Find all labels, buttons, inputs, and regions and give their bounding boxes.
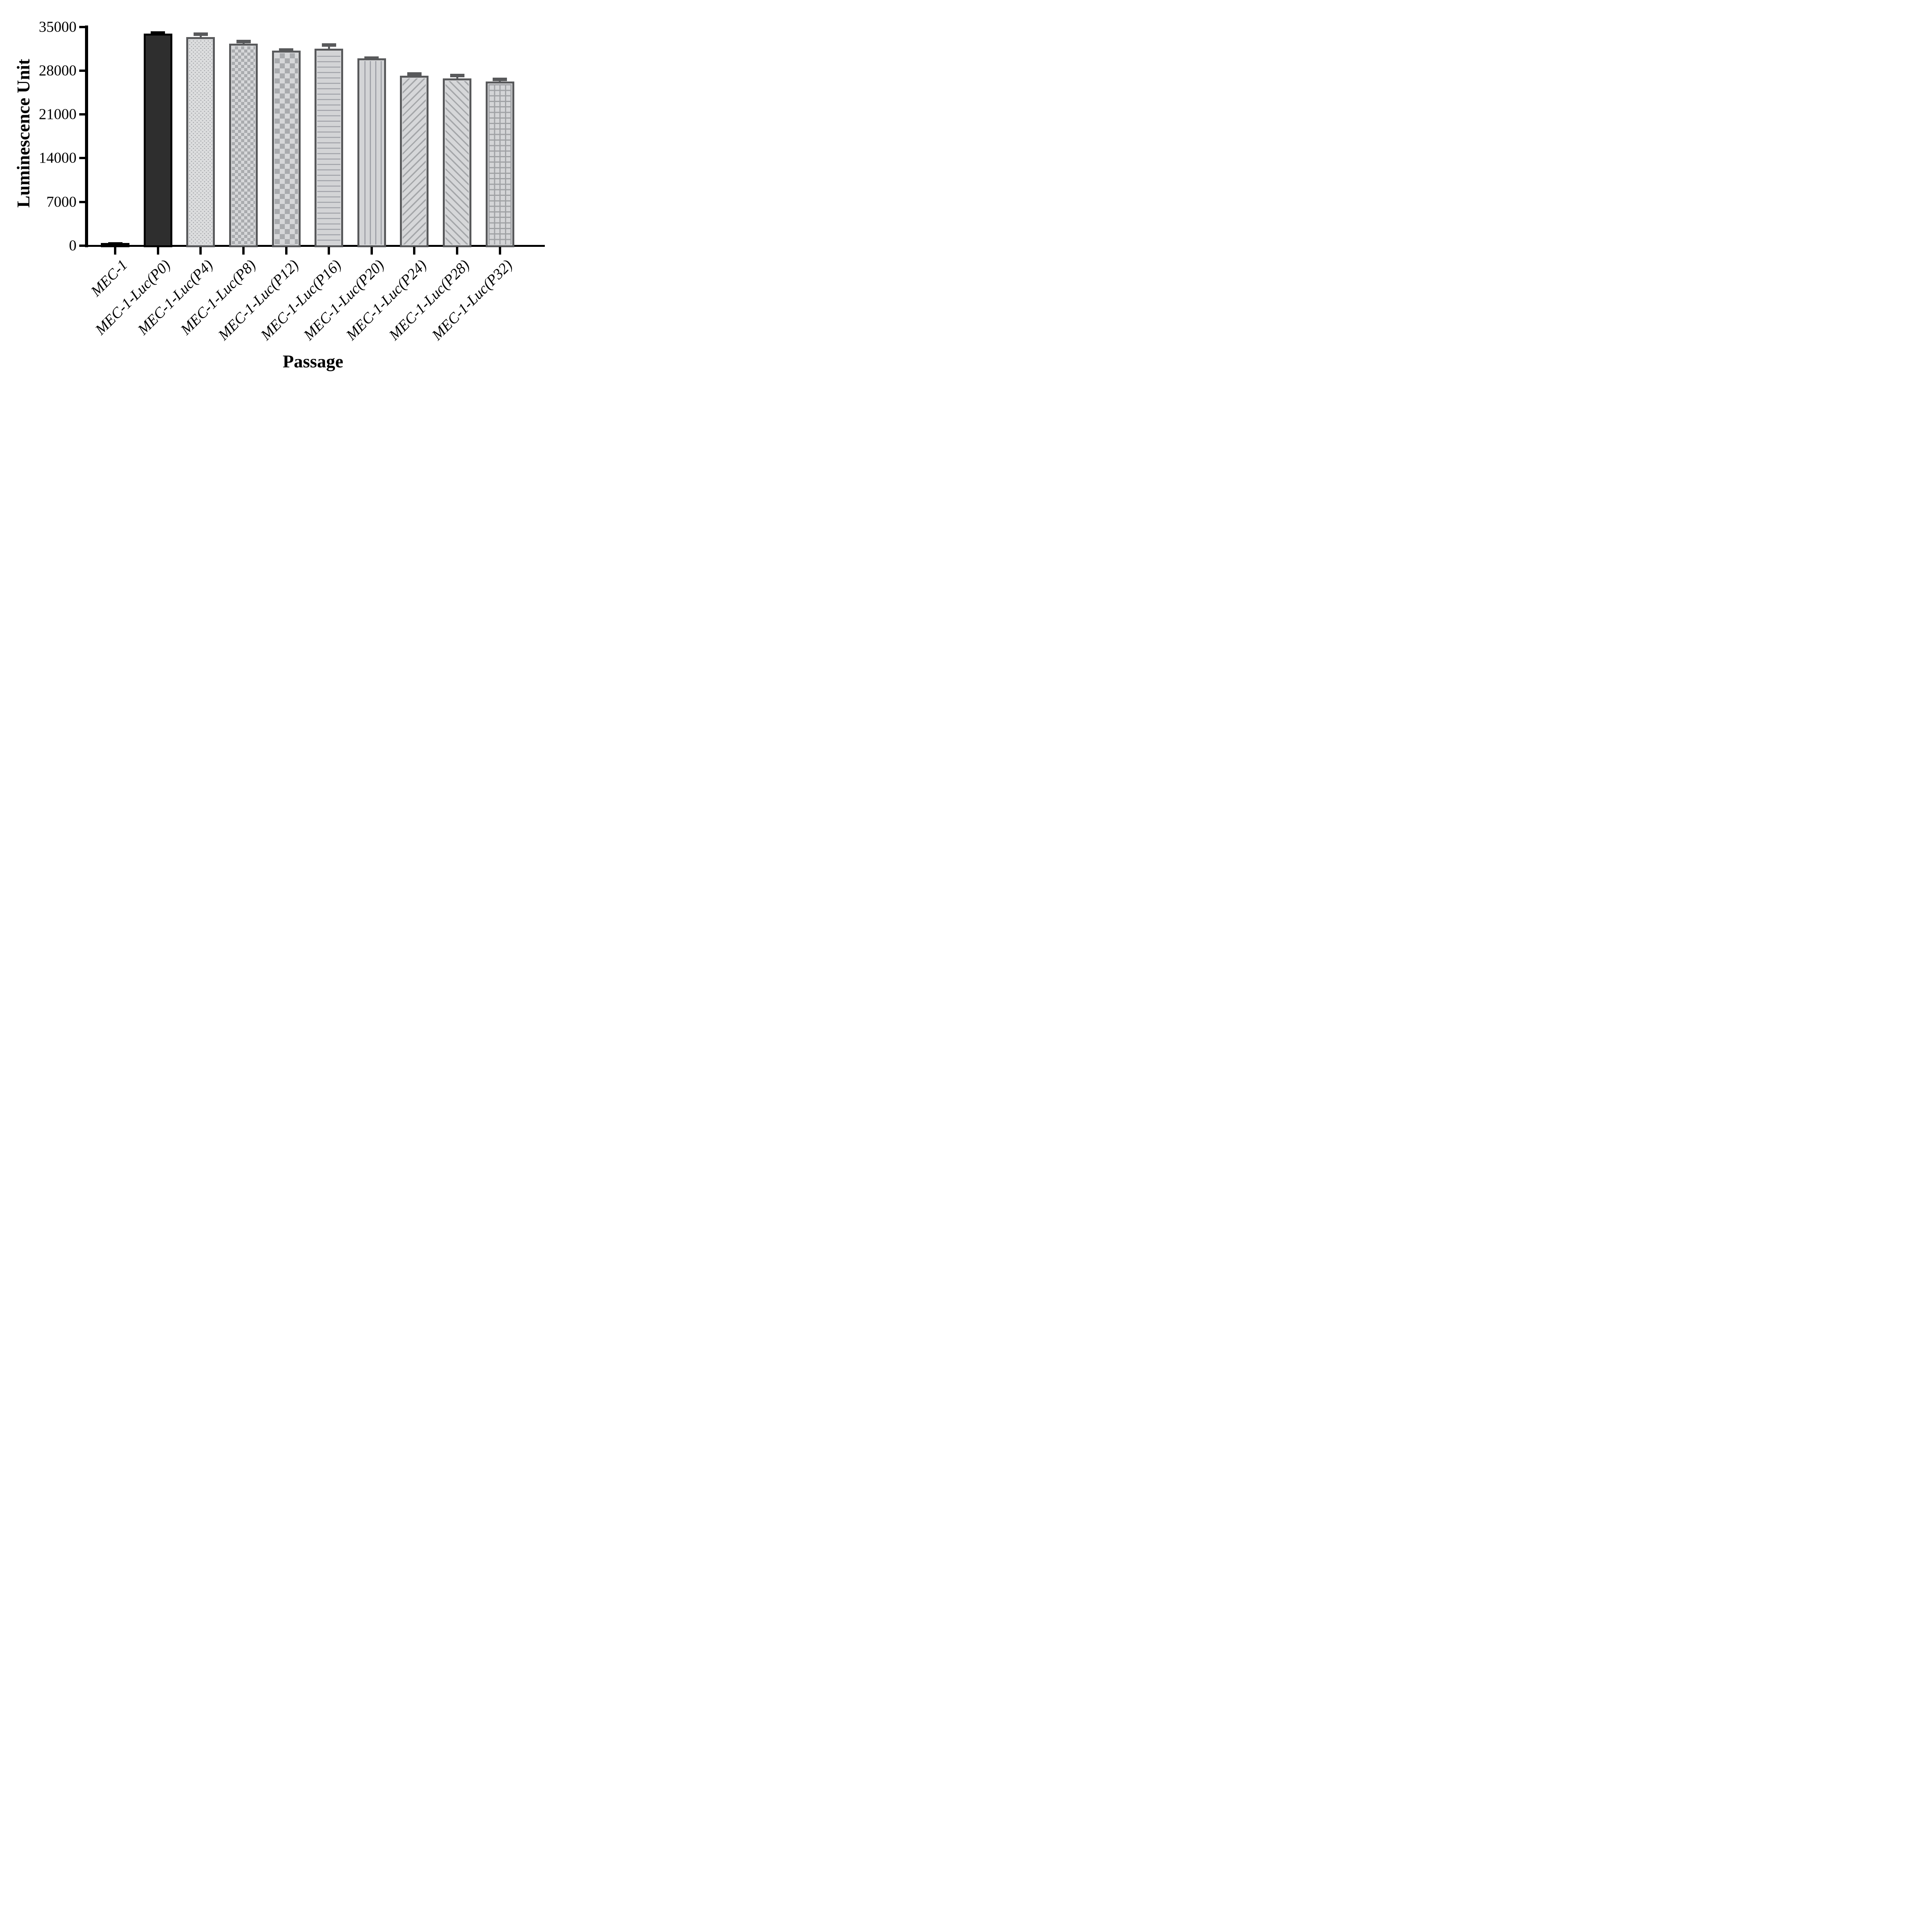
y-tick-label: 14000 xyxy=(39,149,77,166)
bar-fill-solid-black-pattern xyxy=(101,243,130,247)
x-tick xyxy=(413,247,416,255)
bar-fill-diag-down-pattern xyxy=(446,81,469,245)
bar-fill-hlines-pattern xyxy=(317,51,341,245)
error-bar-cap xyxy=(279,48,294,52)
x-tick xyxy=(370,247,373,255)
y-tick-label: 0 xyxy=(69,237,77,254)
x-category-label: MEC-1-Luc(P4) xyxy=(134,257,216,338)
error-bar-cap xyxy=(450,73,464,77)
y-tick-label: 7000 xyxy=(46,193,77,210)
y-tick xyxy=(79,25,87,28)
x-tick xyxy=(156,247,159,255)
x-category-label: MEC-1-Luc(P32) xyxy=(429,257,515,343)
bar-fill-solid-dark-pattern xyxy=(145,35,170,245)
y-tick-label: 21000 xyxy=(39,106,77,123)
bar-MEC-1-Luc(P12) xyxy=(272,50,301,247)
bar-fill-checker-large-pattern xyxy=(274,53,298,245)
x-tick xyxy=(199,247,202,255)
error-bar-cap xyxy=(364,56,379,60)
error-bar-cap xyxy=(193,32,208,36)
bar-fill-checker-small-pattern xyxy=(232,46,255,245)
x-tick xyxy=(114,247,117,255)
figure: Luminescence Unit 0 7000 14000 21000 28000 35… xyxy=(0,0,551,385)
y-axis-line xyxy=(85,25,88,247)
bar-MEC-1-Luc(P8) xyxy=(229,43,258,247)
x-tick xyxy=(285,247,287,255)
bar-fill-diag-up-pattern xyxy=(403,78,426,245)
bar-MEC-1-Luc(P16) xyxy=(315,49,344,247)
bar-MEC-1-Luc(P24) xyxy=(400,75,429,247)
y-tick xyxy=(79,113,87,116)
x-tick xyxy=(242,247,245,255)
bar-MEC-1-Luc(P20) xyxy=(357,58,386,247)
y-tick-label: 35000 xyxy=(39,18,77,35)
error-bar-whisker xyxy=(328,43,330,51)
bar-MEC-1-Luc(P0) xyxy=(143,33,172,247)
bar-MEC-1-Luc(P4) xyxy=(186,37,215,247)
bar-MEC-1 xyxy=(101,243,130,247)
x-tick xyxy=(456,247,458,255)
bar-fill-grid-pattern xyxy=(488,84,512,245)
x-category-label: MEC-1-Luc(P0) xyxy=(92,257,174,338)
error-bar-cap xyxy=(493,78,507,82)
x-category-label: MEC-1-Luc(P8) xyxy=(177,257,259,338)
x-axis-title: Passage xyxy=(282,352,344,372)
bar-MEC-1-Luc(P28) xyxy=(443,78,471,247)
y-tick xyxy=(79,200,87,203)
y-tick-label: 28000 xyxy=(39,62,77,79)
error-bar-cap xyxy=(321,43,336,47)
bar-MEC-1-Luc(P32) xyxy=(485,81,514,247)
bar-fill-vlines-pattern xyxy=(360,61,383,245)
y-tick xyxy=(79,157,87,160)
x-tick xyxy=(498,247,501,255)
error-bar-cap xyxy=(236,40,251,44)
error-bar-cap xyxy=(407,72,422,76)
x-tick xyxy=(328,247,330,255)
bar-fill-dots-pattern xyxy=(189,40,213,245)
error-bar-cap xyxy=(151,31,165,35)
y-tick xyxy=(79,69,87,72)
y-tick xyxy=(79,245,87,247)
